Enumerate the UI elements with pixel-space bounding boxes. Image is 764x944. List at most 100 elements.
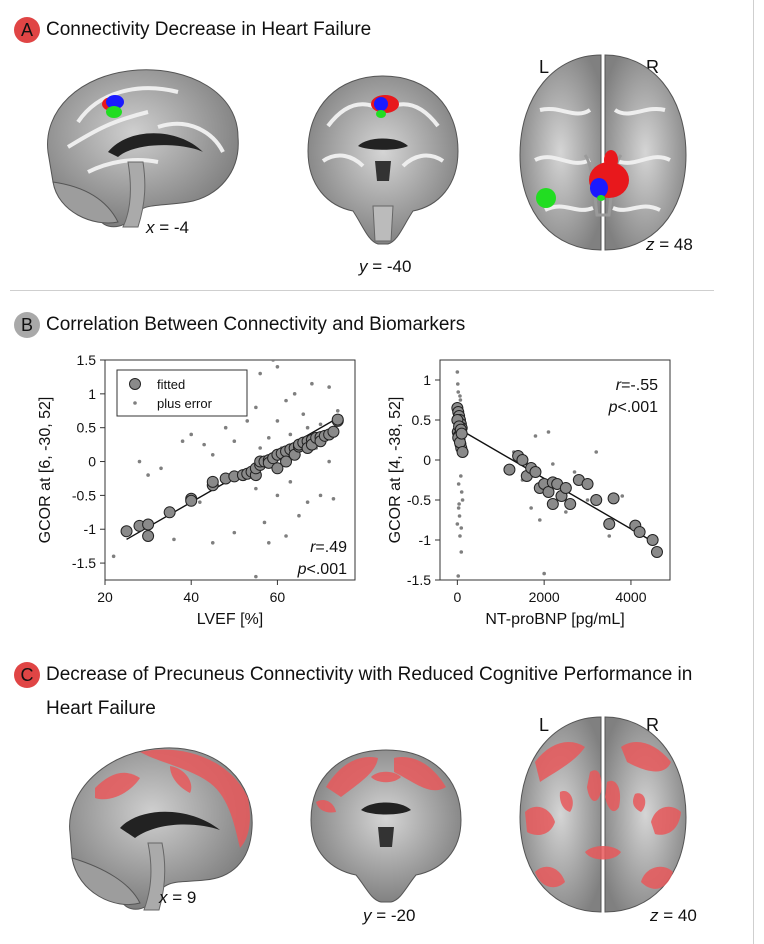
chart1-ytick-label: 0 bbox=[423, 452, 431, 468]
chart1-error-point bbox=[546, 430, 551, 434]
chart1-ytick-label: -0.5 bbox=[407, 492, 431, 508]
panel-a-coronal-brain bbox=[307, 75, 459, 245]
chart0-error-point bbox=[210, 452, 215, 457]
chart1-error-point bbox=[551, 462, 555, 466]
chart0-error-point bbox=[266, 540, 271, 545]
chart1-fitted-point bbox=[646, 534, 659, 546]
chart1-error-point bbox=[455, 522, 460, 526]
chart0-xtick-label: 60 bbox=[270, 589, 286, 605]
chart0-error-point bbox=[245, 419, 250, 423]
chart1-error-point bbox=[459, 474, 463, 478]
panel-a-coord-y: y = -40 bbox=[359, 257, 412, 276]
chart0-error-point bbox=[202, 442, 206, 447]
chart1-fitted-point bbox=[581, 478, 594, 490]
chart1-error-point bbox=[456, 354, 460, 358]
chart0-error-point bbox=[262, 520, 267, 525]
chart1-stat-p: p<.001 bbox=[608, 399, 658, 416]
chart1-error-point bbox=[538, 518, 542, 522]
chart0-error-point bbox=[335, 408, 340, 413]
chart0-ytick-label: -1.5 bbox=[72, 555, 96, 571]
chart0-error-point bbox=[137, 459, 142, 464]
chart1-error-point bbox=[456, 482, 461, 486]
panel-c-coord-z: z = 40 bbox=[650, 906, 697, 925]
chart1-fitted-point bbox=[650, 546, 663, 558]
chart1-error-point bbox=[458, 534, 462, 538]
chart1-error-point bbox=[607, 534, 612, 538]
panel-c-title-line1: Decrease of Precuneus Connectivity with … bbox=[46, 664, 693, 685]
chart0-stat-r: r=.49 bbox=[310, 539, 347, 556]
chart1-ytick-label: -1.5 bbox=[407, 572, 431, 588]
chart0-error-point bbox=[284, 398, 288, 403]
chart1-stat-r: r=-.55 bbox=[616, 377, 658, 394]
chart0-error-point bbox=[146, 473, 150, 477]
chart0-fitted-point bbox=[206, 475, 219, 488]
chart1-xtick-label: 0 bbox=[453, 589, 461, 605]
chart0-error-point bbox=[318, 422, 323, 427]
panel-c-coronal-brain bbox=[310, 749, 462, 903]
chart0-error-point bbox=[331, 496, 336, 501]
chart0-error-point bbox=[288, 432, 293, 437]
chart0-stat-p: p<.001 bbox=[297, 561, 347, 578]
chart0-legend-error-marker bbox=[133, 401, 137, 405]
chart1-error-point bbox=[533, 434, 538, 438]
chart1-error-point bbox=[542, 571, 546, 576]
panel-a-axial-brain bbox=[519, 54, 687, 251]
chart1-fitted-point bbox=[516, 454, 529, 466]
chart1-fitted-point bbox=[455, 427, 468, 440]
chart0-legend-error-label: plus error bbox=[157, 396, 213, 411]
chart1-ytick-label: -1 bbox=[419, 532, 432, 548]
section-divider bbox=[10, 290, 714, 291]
chart0-error-point bbox=[275, 364, 280, 369]
chart0-error-point bbox=[301, 412, 306, 416]
chart1-error-point bbox=[455, 382, 460, 386]
chart1-xlabel: NT-proBNP [pg/mL] bbox=[485, 611, 624, 628]
chart0-xlabel: LVEF [%] bbox=[197, 611, 263, 628]
chart1-fitted-point bbox=[529, 466, 542, 478]
chart1-ylabel: GCOR at [4, -38, 52] bbox=[387, 397, 404, 544]
chart0-error-point bbox=[327, 459, 331, 464]
chart1-error-point bbox=[460, 498, 465, 502]
chart0-error-point bbox=[254, 574, 258, 579]
chart1-ytick-label: 0.5 bbox=[412, 412, 432, 428]
chart0-xtick-label: 20 bbox=[97, 589, 113, 605]
chart1-error-point bbox=[456, 506, 461, 510]
panel-a-coord-z: z = 48 bbox=[646, 235, 693, 254]
chart0-error-point bbox=[210, 540, 215, 545]
chart0-marks bbox=[111, 360, 344, 579]
chart1-error-point bbox=[457, 502, 461, 506]
chart1-error-point bbox=[529, 506, 533, 510]
panel-c-coord-y: y = -20 bbox=[363, 906, 416, 925]
chart0-error-point bbox=[172, 537, 176, 542]
chart0-error-point bbox=[266, 436, 271, 440]
chart1-fitted-point bbox=[546, 498, 559, 510]
chart1-fitted-point bbox=[633, 526, 646, 538]
chart0-error-point bbox=[159, 466, 163, 471]
chart0-error-point bbox=[111, 554, 116, 559]
chart0-legend bbox=[116, 369, 248, 417]
chart1-fitted-point bbox=[559, 482, 572, 494]
panel-c-sagittal-brain bbox=[69, 747, 253, 911]
panel-b-title: Correlation Between Connectivity and Bio… bbox=[46, 314, 466, 335]
chart0-error-point bbox=[232, 439, 237, 444]
ntprobnp-scatter-plot: 1 0.5 0 -0.5 -1 -1.5 0 2000 4000 NT-proBNP [pg/mL… bbox=[387, 354, 671, 628]
chart0-fitted-point bbox=[142, 518, 155, 531]
chart0-ytick-label: 1.5 bbox=[77, 352, 97, 368]
chart0-error-point bbox=[305, 425, 310, 430]
panel-c-coord-x: x = 9 bbox=[159, 888, 197, 907]
chart0-fitted-point bbox=[142, 530, 155, 542]
chart1-ytick-label: 1 bbox=[423, 372, 431, 388]
panel-a-left-label: L bbox=[539, 57, 550, 77]
panel-c-left-label: L bbox=[539, 715, 550, 735]
chart1-error-point bbox=[459, 490, 464, 494]
chart0-ytick-label: -1 bbox=[84, 521, 97, 537]
chart0-fitted-point bbox=[331, 413, 344, 426]
chart0-error-point bbox=[258, 371, 262, 376]
chart1-error-point bbox=[594, 450, 599, 454]
chart0-error-point bbox=[275, 419, 280, 423]
chart1-error-point bbox=[459, 526, 464, 530]
chart0-error-point bbox=[223, 425, 228, 430]
panel-c-badge: C bbox=[14, 662, 40, 688]
chart0-ytick-label: 0.5 bbox=[77, 420, 97, 436]
chart1-error-point bbox=[457, 514, 462, 518]
chart0-error-point bbox=[297, 513, 301, 518]
